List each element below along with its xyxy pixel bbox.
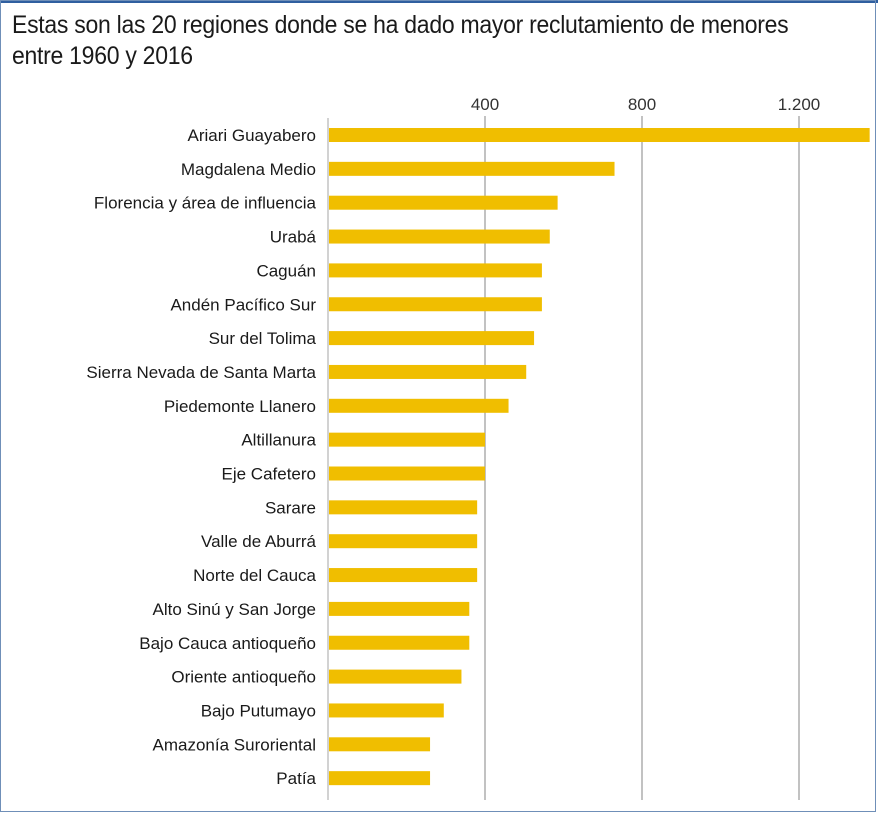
bar-6 xyxy=(329,297,542,312)
bar-15 xyxy=(329,601,470,616)
bar-4 xyxy=(329,229,550,244)
x-tick-label-400: 400 xyxy=(471,95,499,114)
category-label-5: Caguán xyxy=(256,261,316,280)
category-label-8: Sierra Nevada de Santa Marta xyxy=(86,363,316,382)
x-tick-label-1200: 1.200 xyxy=(778,95,821,114)
category-label-2: Magdalena Medio xyxy=(181,160,316,179)
category-label-1: Ariari Guayabero xyxy=(187,126,316,145)
category-label-6: Andén Pacífico Sur xyxy=(170,295,316,314)
bar-13 xyxy=(329,534,478,549)
bar-17 xyxy=(329,669,462,684)
category-label-14: Norte del Cauca xyxy=(193,566,316,585)
category-label-13: Valle de Aburrá xyxy=(201,532,317,551)
bar-9 xyxy=(329,398,509,413)
category-label-10: Altillanura xyxy=(241,431,316,450)
category-label-12: Sarare xyxy=(265,498,316,517)
bar-1 xyxy=(329,128,870,142)
category-label-9: Piedemonte Llanero xyxy=(164,397,316,416)
top-accent-rule xyxy=(0,0,878,3)
category-label-18: Bajo Putumayo xyxy=(201,701,316,720)
bar-19 xyxy=(329,737,431,752)
category-label-11: Eje Cafetero xyxy=(222,465,317,484)
category-label-7: Sur del Tolima xyxy=(209,329,317,348)
bar-16 xyxy=(329,635,470,650)
category-label-16: Bajo Cauca antioqueño xyxy=(139,634,316,653)
bar-11 xyxy=(329,466,485,481)
category-label-4: Urabá xyxy=(270,228,317,247)
chart-title: Estas son las 20 regiones donde se ha da… xyxy=(12,11,789,70)
category-label-15: Alto Sinú y San Jorge xyxy=(153,600,316,619)
category-label-3: Florencia y área de influencia xyxy=(94,194,317,213)
bar-8 xyxy=(329,364,527,379)
category-label-20: Patía xyxy=(276,769,316,788)
bar-20 xyxy=(329,771,431,786)
category-label-19: Amazonía Suroriental xyxy=(153,735,316,754)
bar-7 xyxy=(329,331,535,346)
bar-2 xyxy=(329,161,615,176)
bar-10 xyxy=(329,432,485,447)
bar-14 xyxy=(329,568,478,583)
bar-12 xyxy=(329,500,478,515)
x-tick-label-800: 800 xyxy=(628,95,656,114)
bar-5 xyxy=(329,263,542,278)
category-label-17: Oriente antioqueño xyxy=(171,668,316,687)
bar-18 xyxy=(329,703,444,718)
bar-3 xyxy=(329,195,558,210)
